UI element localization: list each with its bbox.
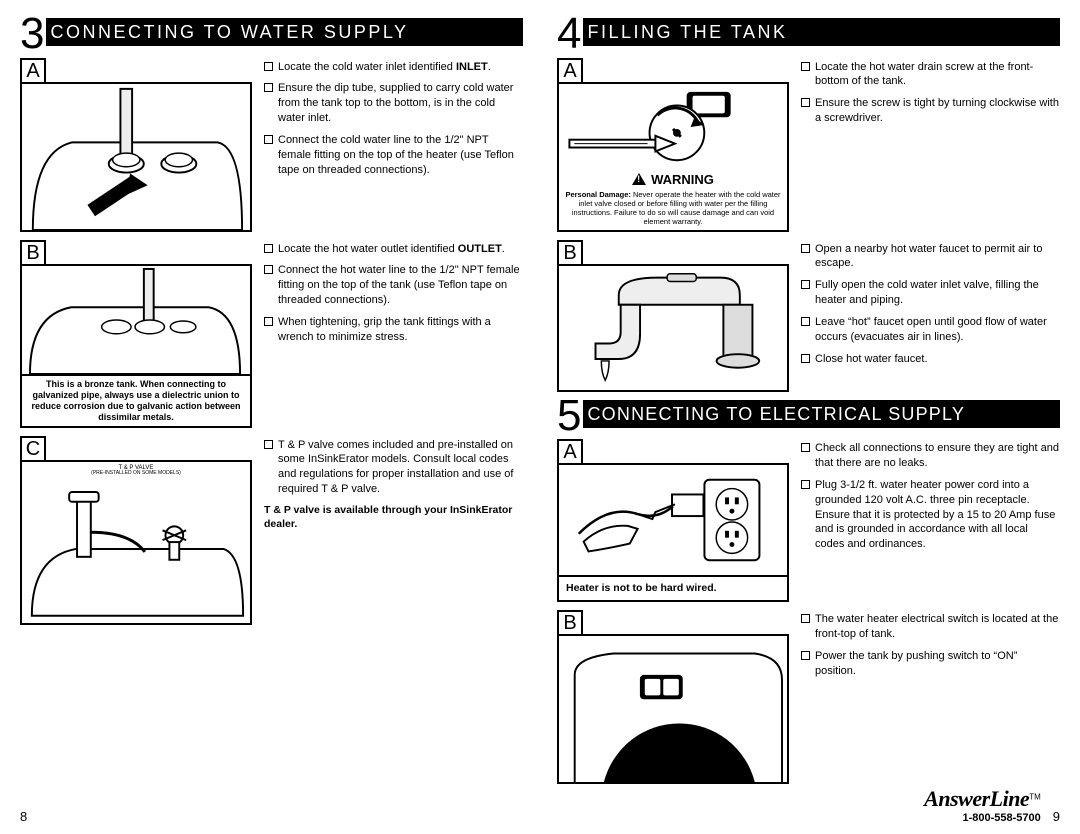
- step3-title: CONNECTING TO WATER SUPPLY: [46, 18, 523, 46]
- check-item: Locate the hot water drain screw at the …: [801, 60, 1060, 90]
- checkbox-icon: [264, 244, 273, 253]
- check-item: Connect the cold water line to the 1/2" …: [264, 133, 523, 178]
- step3-b-note: This is a bronze tank. When connecting t…: [20, 374, 252, 428]
- check-item: Power the tank by pushing switch to “ON”…: [801, 649, 1060, 679]
- check-item: Ensure the dip tube, supplied to carry c…: [264, 81, 523, 126]
- checkbox-icon: [264, 317, 273, 326]
- step3-c-diagram: T & P VALVE (PRE-INSTALLED ON SOME MODEL…: [20, 460, 252, 625]
- checkbox-icon: [801, 614, 810, 623]
- step5-header: 5 CONNECTING TO ELECTRICAL SUPPLY: [557, 400, 1060, 436]
- checkbox-icon: [264, 83, 273, 92]
- check-item: Plug 3-1/2 ft. water heater power cord i…: [801, 478, 1060, 552]
- check-item: Close hot water faucet.: [801, 352, 1060, 367]
- brand-phone: 1-800-558-5700: [924, 812, 1041, 824]
- check-item: Fully open the cold water inlet valve, f…: [801, 278, 1060, 308]
- checkbox-icon: [801, 280, 810, 289]
- check-item: Locate the cold water inlet identified I…: [264, 60, 523, 75]
- warning-title: WARNING: [651, 172, 714, 187]
- warning-icon: [632, 173, 646, 185]
- step4-b-diagram: [557, 264, 789, 392]
- warning-box: WARNING Personal Damage: Never operate t…: [557, 168, 789, 232]
- checkbox-icon: [801, 62, 810, 71]
- step3-b-letter: B: [20, 240, 46, 266]
- checkbox-icon: [264, 62, 273, 71]
- brand-tm: TM: [1029, 793, 1041, 802]
- step3-b: B This is a bronze tank. When connecting…: [20, 240, 523, 428]
- check-item: T & P valve comes included and pre-insta…: [264, 438, 523, 497]
- step3-a-diagram: [20, 82, 252, 232]
- check-item: Ensure the screw is tight by turning clo…: [801, 96, 1060, 126]
- checkbox-icon: [801, 317, 810, 326]
- step5-b: B OFF ON The water heater electrical swi…: [557, 610, 1060, 784]
- step3-a: A Locate the cold water inlet iden: [20, 58, 523, 232]
- footer: 8 AnswerLineTM 1-800-558-5700 9: [20, 786, 1060, 824]
- step5-a-diagram: [557, 463, 789, 575]
- checkbox-icon: [264, 135, 273, 144]
- step3-c: C T & P VALVE (PRE-INSTALLED ON SOME MOD…: [20, 436, 523, 625]
- step3-c-bold-note: T & P valve is available through your In…: [264, 504, 523, 531]
- checkbox-icon: [801, 443, 810, 452]
- page-number-left: 8: [20, 809, 27, 824]
- step5-a-bold-note: Heater is not to be hard wired.: [557, 575, 789, 602]
- step4-a-letter: A: [557, 58, 583, 84]
- check-item: Check all connections to ensure they are…: [801, 441, 1060, 471]
- step4-b: B Open a nearby hot water faucet to perm…: [557, 240, 1060, 392]
- check-item: Open a nearby hot water faucet to permit…: [801, 242, 1060, 272]
- right-column: 4 FILLING THE TANK A: [557, 18, 1060, 778]
- check-item: Leave “hot” faucet open until good flow …: [801, 315, 1060, 345]
- svg-text:OFF: OFF: [648, 700, 658, 706]
- step3-number: 3: [20, 14, 44, 54]
- step4-a: A: [557, 58, 1060, 232]
- checkbox-icon: [801, 651, 810, 660]
- checkbox-icon: [801, 98, 810, 107]
- checkbox-icon: [801, 354, 810, 363]
- left-column: 3 CONNECTING TO WATER SUPPLY A: [20, 18, 523, 778]
- step5-number: 5: [557, 396, 581, 436]
- step3-b-diagram: [20, 264, 252, 374]
- check-item: Connect the hot water line to the 1/2" N…: [264, 263, 523, 308]
- warning-header: WARNING: [559, 170, 787, 188]
- step5-a-letter: A: [557, 439, 583, 465]
- step4-a-diagram: [557, 82, 789, 170]
- step3-c-letter: C: [20, 436, 46, 462]
- page-number-right: 9: [1053, 809, 1060, 824]
- checkbox-icon: [264, 265, 273, 274]
- step4-title: FILLING THE TANK: [583, 18, 1060, 46]
- svg-text:ON: ON: [669, 700, 677, 706]
- step4-header: 4 FILLING THE TANK: [557, 18, 1060, 54]
- step5-b-diagram: OFF ON: [557, 634, 789, 784]
- check-item: Locate the hot water outlet identified O…: [264, 242, 523, 257]
- step5-title: CONNECTING TO ELECTRICAL SUPPLY: [583, 400, 1060, 428]
- step3-a-letter: A: [20, 58, 46, 84]
- checkbox-icon: [264, 440, 273, 449]
- brand-name: AnswerLine: [924, 786, 1029, 811]
- step4-number: 4: [557, 14, 581, 54]
- check-item: The water heater electrical switch is lo…: [801, 612, 1060, 642]
- check-item: When tightening, grip the tank fittings …: [264, 315, 523, 345]
- warning-body: Personal Damage: Never operate the heate…: [559, 188, 787, 230]
- checkbox-icon: [801, 480, 810, 489]
- brand-block: AnswerLineTM 1-800-558-5700: [924, 786, 1041, 824]
- step5-a: A Heater: [557, 439, 1060, 602]
- step4-b-letter: B: [557, 240, 583, 266]
- page-spread: 3 CONNECTING TO WATER SUPPLY A: [20, 18, 1060, 778]
- checkbox-icon: [801, 244, 810, 253]
- step3-header: 3 CONNECTING TO WATER SUPPLY: [20, 18, 523, 54]
- step5-b-letter: B: [557, 610, 583, 636]
